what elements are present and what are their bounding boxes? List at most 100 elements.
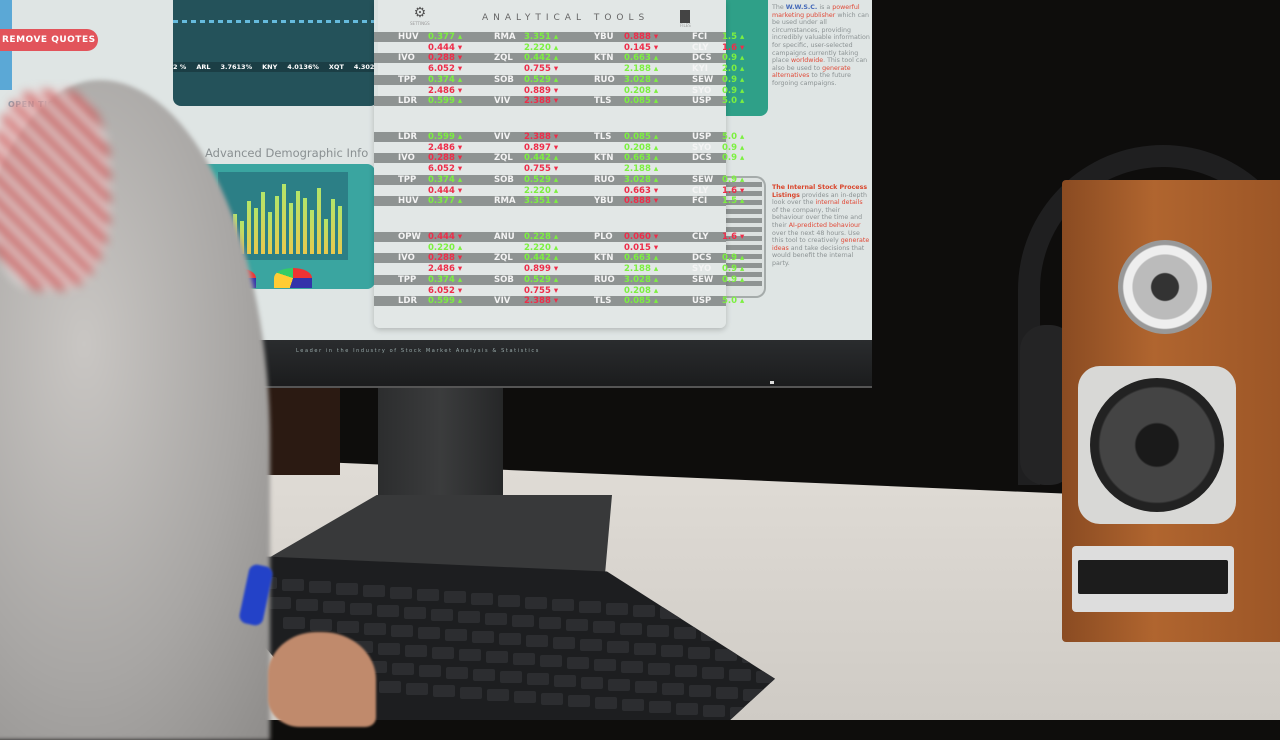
keyboard-key[interactable] <box>662 683 684 695</box>
keyboard-key[interactable] <box>309 581 331 593</box>
ticker-row[interactable]: OPW 0.444 ▾ ANU 0.228 ▴ PLO 0.060 ▾ CLY 1.6 ▾ <box>374 232 744 242</box>
keyboard-key[interactable] <box>459 649 481 661</box>
keyboard-key[interactable] <box>622 699 644 711</box>
ticker-row[interactable]: 0.444 ▾ 2.220 ▴ 0.145 ▾ CLY 1.6 ▾ <box>374 43 744 53</box>
keyboard-key[interactable] <box>703 705 725 717</box>
ticker-row[interactable]: LDR 0.599 ▴ VIV 2.388 ▾ TLS 0.085 ▴ USP 5.0 ▴ <box>374 132 744 142</box>
keyboard-key[interactable] <box>715 649 737 661</box>
keyboard-key[interactable] <box>418 627 440 639</box>
keyboard-key[interactable] <box>471 593 493 605</box>
keyboard-key[interactable] <box>689 685 711 697</box>
keyboard-key[interactable] <box>607 641 629 653</box>
keyboard-key[interactable] <box>485 613 507 625</box>
keyboard-key[interactable] <box>378 643 400 655</box>
keyboard-key[interactable] <box>688 647 710 659</box>
keyboard-key[interactable] <box>445 629 467 641</box>
keyboard-key[interactable] <box>296 599 318 611</box>
keyboard-key[interactable] <box>595 697 617 709</box>
keyboard-key[interactable] <box>621 661 643 673</box>
keyboard-key[interactable] <box>433 685 455 697</box>
ticker-row[interactable]: IVO 0.288 ▾ ZQL 0.442 ▴ KTN 0.663 ▴ DCS 0.9 ▴ <box>374 153 744 164</box>
keyboard-key[interactable] <box>486 651 508 663</box>
keyboard-key[interactable] <box>487 689 509 701</box>
keyboard-key[interactable] <box>661 645 683 657</box>
keyboard-key[interactable] <box>702 667 724 679</box>
ticker-row[interactable]: HUV 0.377 ▴ RMA 3.351 ▴ YBU 0.888 ▾ FCI 1.5 ▴ <box>374 32 744 42</box>
keyboard-key[interactable] <box>566 619 588 631</box>
keyboard-key[interactable] <box>580 639 602 651</box>
keyboard-key[interactable] <box>432 647 454 659</box>
keyboard-key[interactable] <box>634 643 656 655</box>
keyboard-key[interactable] <box>473 669 495 681</box>
keyboard-key[interactable] <box>539 617 561 629</box>
ticker-row[interactable]: TPP 0.374 ▴ SOB 0.529 ▴ RUO 3.028 ▴ SEW 0.9 ▴ <box>374 74 744 85</box>
keyboard-key[interactable] <box>283 617 305 629</box>
keyboard-key[interactable] <box>282 579 304 591</box>
keyboard-key[interactable] <box>608 679 630 691</box>
keyboard-key[interactable] <box>500 671 522 683</box>
keyboard-key[interactable] <box>364 623 386 635</box>
ticker-row[interactable]: IVO 0.288 ▾ ZQL 0.442 ▴ KTN 0.663 ▴ DCS 0.9 ▴ <box>374 253 744 264</box>
keyboard-key[interactable] <box>606 603 628 615</box>
keyboard-key[interactable] <box>444 591 466 603</box>
keyboard-key[interactable] <box>540 655 562 667</box>
ticker-row[interactable]: HUV 0.377 ▴ RMA 3.351 ▴ YBU 0.888 ▾ FCI 1.5 ▴ <box>374 196 744 207</box>
keyboard-key[interactable] <box>406 683 428 695</box>
keyboard-key[interactable] <box>390 587 412 599</box>
keyboard-key[interactable] <box>526 635 548 647</box>
ticker-row[interactable]: 2.486 ▾ 0.889 ▾ 0.208 ▴ SYO 0.9 ▴ <box>374 86 744 96</box>
keyboard-key[interactable] <box>336 583 358 595</box>
files-button[interactable]: FILES <box>680 10 691 28</box>
ticker-row[interactable]: 6.052 ▾ 0.755 ▾ 2.188 ▴ KYI 2.0 ▴ <box>374 64 744 74</box>
keyboard-key[interactable] <box>647 625 669 637</box>
ticker-row[interactable]: LDR 0.599 ▴ VIV 2.388 ▾ TLS 0.085 ▴ USP 5.0 ▴ <box>374 296 744 307</box>
settings-button[interactable]: ⚙ SETTINGS <box>410 5 430 26</box>
keyboard-key[interactable] <box>676 703 698 715</box>
keyboard-key[interactable] <box>554 675 576 687</box>
keyboard-key[interactable] <box>553 637 575 649</box>
ticker-row[interactable]: LDR 0.599 ▴ VIV 2.388 ▾ TLS 0.085 ▴ USP 5.0 ▴ <box>374 96 744 107</box>
keyboard-key[interactable] <box>499 633 521 645</box>
keyboard-key[interactable] <box>648 663 670 675</box>
keyboard-key[interactable] <box>419 665 441 677</box>
ticker-row[interactable]: TPP 0.374 ▴ SOB 0.529 ▴ RUO 3.028 ▴ SEW 0.9 ▴ <box>374 274 744 285</box>
remove-quotes-button[interactable]: REMOVE QUOTES <box>0 29 98 51</box>
keyboard-key[interactable] <box>579 601 601 613</box>
keyboard-key[interactable] <box>541 693 563 705</box>
keyboard-key[interactable] <box>527 673 549 685</box>
ticker-row[interactable]: 0.220 ▴ 2.220 ▴ 0.015 ▾ <box>374 243 726 253</box>
keyboard-key[interactable] <box>391 625 413 637</box>
keyboard-key[interactable] <box>310 619 332 631</box>
keyboard-key[interactable] <box>633 605 655 617</box>
keyboard-key[interactable] <box>512 615 534 627</box>
ticker-row[interactable]: 6.052 ▾ 0.755 ▾ 2.188 ▴ <box>374 164 726 174</box>
keyboard-key[interactable] <box>594 659 616 671</box>
keyboard-key[interactable] <box>552 599 574 611</box>
keyboard-key[interactable] <box>674 627 696 639</box>
keyboard-key[interactable] <box>363 585 385 597</box>
keyboard-key[interactable] <box>417 589 439 601</box>
ticker-row[interactable]: 0.444 ▾ 2.220 ▴ 0.663 ▾ CLY 1.6 ▾ <box>374 186 744 196</box>
keyboard-key[interactable] <box>567 657 589 669</box>
keyboard-key[interactable] <box>405 645 427 657</box>
keyboard-key[interactable] <box>446 667 468 679</box>
ticker-row[interactable]: 2.486 ▾ 0.899 ▾ 2.188 ▴ SYO 0.9 ▴ <box>374 264 744 274</box>
keyboard-key[interactable] <box>392 663 414 675</box>
keyboard-key[interactable] <box>431 609 453 621</box>
ticker-row[interactable]: 2.486 ▾ 0.897 ▾ 0.208 ▴ SYO 0.9 ▴ <box>374 143 744 153</box>
keyboard-key[interactable] <box>635 681 657 693</box>
keyboard-key[interactable] <box>377 605 399 617</box>
keyboard-key[interactable] <box>269 597 291 609</box>
keyboard-key[interactable] <box>379 681 401 693</box>
keyboard-key[interactable] <box>675 665 697 677</box>
keyboard-key[interactable] <box>498 595 520 607</box>
keyboard-key[interactable] <box>716 687 738 699</box>
ticker-row[interactable]: IVO 0.288 ▾ ZQL 0.442 ▴ KTN 0.663 ▴ DCS 0.9 ▴ <box>374 53 744 64</box>
keyboard-key[interactable] <box>514 691 536 703</box>
keyboard-key[interactable] <box>581 677 603 689</box>
ticker-row[interactable]: 6.052 ▾ 0.755 ▾ 0.208 ▴ <box>374 286 726 296</box>
keyboard-key[interactable] <box>729 669 751 681</box>
keyboard-key[interactable] <box>472 631 494 643</box>
keyboard-key[interactable] <box>460 687 482 699</box>
keyboard-key[interactable] <box>350 603 372 615</box>
